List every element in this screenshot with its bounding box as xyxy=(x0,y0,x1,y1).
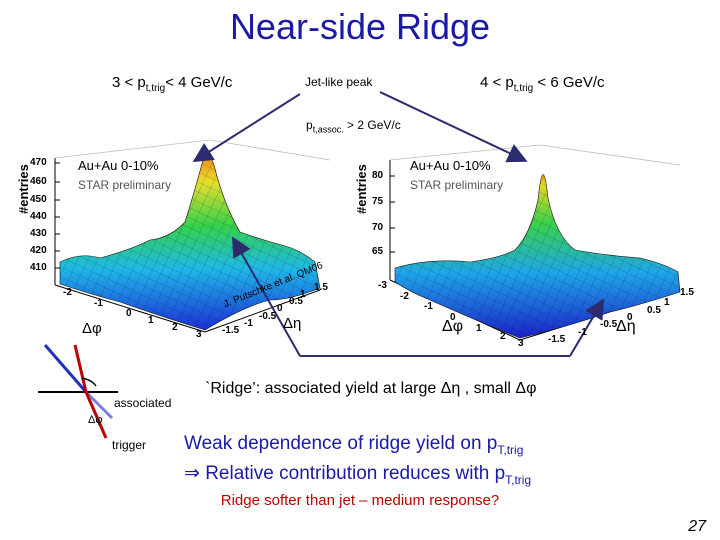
assoc-pt-cut: pt,assoc. > 2 GeV/c xyxy=(306,118,401,135)
right-dphi-tick: -2 xyxy=(400,291,409,302)
left-deta-tick: -1.5 xyxy=(222,325,240,336)
left-z-tick: 440 xyxy=(30,211,47,222)
weak-dependence-text: Weak dependence of ridge yield on pT,tri… xyxy=(184,432,531,492)
left-trigger-range: 3 < pt,trig< 4 GeV/c xyxy=(112,74,233,94)
right-deta-tick: 1.5 xyxy=(680,287,694,298)
left-z-tick: 420 xyxy=(30,245,47,256)
arrow-to-left-peak xyxy=(192,93,301,163)
right-dphi-tick: -3 xyxy=(378,280,387,291)
left-z-tick: 470 xyxy=(30,157,47,168)
right-z-tick: 80 xyxy=(372,170,384,181)
slide-title: Near-side Ridge xyxy=(229,6,491,47)
right-dphi-tick: -1 xyxy=(424,301,433,312)
trigger-label: trigger xyxy=(112,438,147,452)
arrow-to-right-ridge xyxy=(569,298,605,357)
ridge-softer-text: Ridge softer than jet – medium response? xyxy=(220,492,500,509)
left-dphi-tick: -2 xyxy=(63,287,72,298)
left-deta-tick: 1.5 xyxy=(314,282,328,293)
left-dphi-label: Δφ xyxy=(82,320,102,337)
left-plot-system: Au+Au 0-10% xyxy=(78,158,159,173)
left-dphi-tick: 3 xyxy=(196,329,202,340)
left-deta-tick: 0.5 xyxy=(289,296,303,307)
right-dphi-tick: 1 xyxy=(476,323,482,334)
weak-line-1: Weak dependence of ridge yield on pT,tri… xyxy=(184,433,524,457)
right-deta-tick: 1 xyxy=(664,297,670,308)
left-dphi-tick: -1 xyxy=(94,298,103,309)
left-deta-label: Δη xyxy=(283,315,302,332)
left-dphi-tick: 1 xyxy=(148,315,154,326)
right-deta-label: Δη xyxy=(616,318,636,335)
page-number: 27 xyxy=(688,518,706,535)
right-z-tick: 65 xyxy=(372,246,384,257)
left-deta-tick: 0 xyxy=(277,303,283,314)
weak-line-2: ⇒ Relative contribution reduces with pT,… xyxy=(184,462,532,487)
left-plot-ylabel: #entries xyxy=(16,164,31,214)
left-plot xyxy=(54,139,331,333)
associated-label: associated xyxy=(114,396,172,410)
right-plot-ylabel: #entries xyxy=(354,164,369,214)
left-deta-tick: 1 xyxy=(300,289,306,300)
left-deta-tick: -1 xyxy=(244,318,253,329)
left-dphi-tick: 0 xyxy=(126,308,132,319)
right-dphi-tick: 0 xyxy=(450,312,456,323)
arrow-to-left-ridge xyxy=(232,236,301,357)
right-plot xyxy=(389,144,681,341)
right-deta-tick: 0.5 xyxy=(647,305,661,316)
left-plot-preliminary: STAR preliminary xyxy=(78,178,172,192)
left-z-tick: 460 xyxy=(30,176,47,187)
ridge-definition: `Ridge’: associated yield at large Δη , … xyxy=(205,380,537,397)
left-dphi-tick: 2 xyxy=(172,322,178,333)
left-z-tick: 430 xyxy=(30,228,47,239)
dphi-diagram-label: Δφ xyxy=(88,414,103,426)
right-plot-preliminary: STAR preliminary xyxy=(410,178,504,192)
right-plot-system: Au+Au 0-10% xyxy=(410,158,491,173)
right-deta-tick: -0.5 xyxy=(600,319,618,330)
right-trigger-range: 4 < pt,trig < 6 GeV/c xyxy=(480,74,605,94)
jet-like-peak-label: Jet-like peak xyxy=(305,75,373,89)
left-z-tick: 410 xyxy=(30,262,47,273)
arrow-to-right-peak xyxy=(379,91,528,163)
right-z-tick: 75 xyxy=(372,196,384,207)
left-z-tick: 450 xyxy=(30,194,47,205)
left-deta-tick: -0.5 xyxy=(259,311,277,322)
right-deta-tick: -1 xyxy=(578,327,587,338)
right-deta-tick: -1.5 xyxy=(548,334,566,345)
right-dphi-label: Δφ xyxy=(442,318,464,335)
angle-diagram xyxy=(38,344,118,439)
right-deta-tick: 0 xyxy=(627,312,633,323)
right-dphi-tick: 2 xyxy=(500,331,506,342)
right-dphi-tick: 3 xyxy=(518,338,524,349)
right-z-tick: 70 xyxy=(372,222,384,233)
